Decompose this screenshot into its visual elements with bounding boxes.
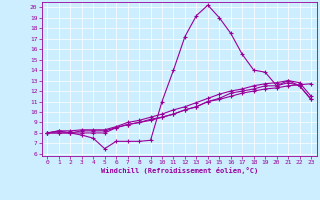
X-axis label: Windchill (Refroidissement éolien,°C): Windchill (Refroidissement éolien,°C)	[100, 167, 258, 174]
